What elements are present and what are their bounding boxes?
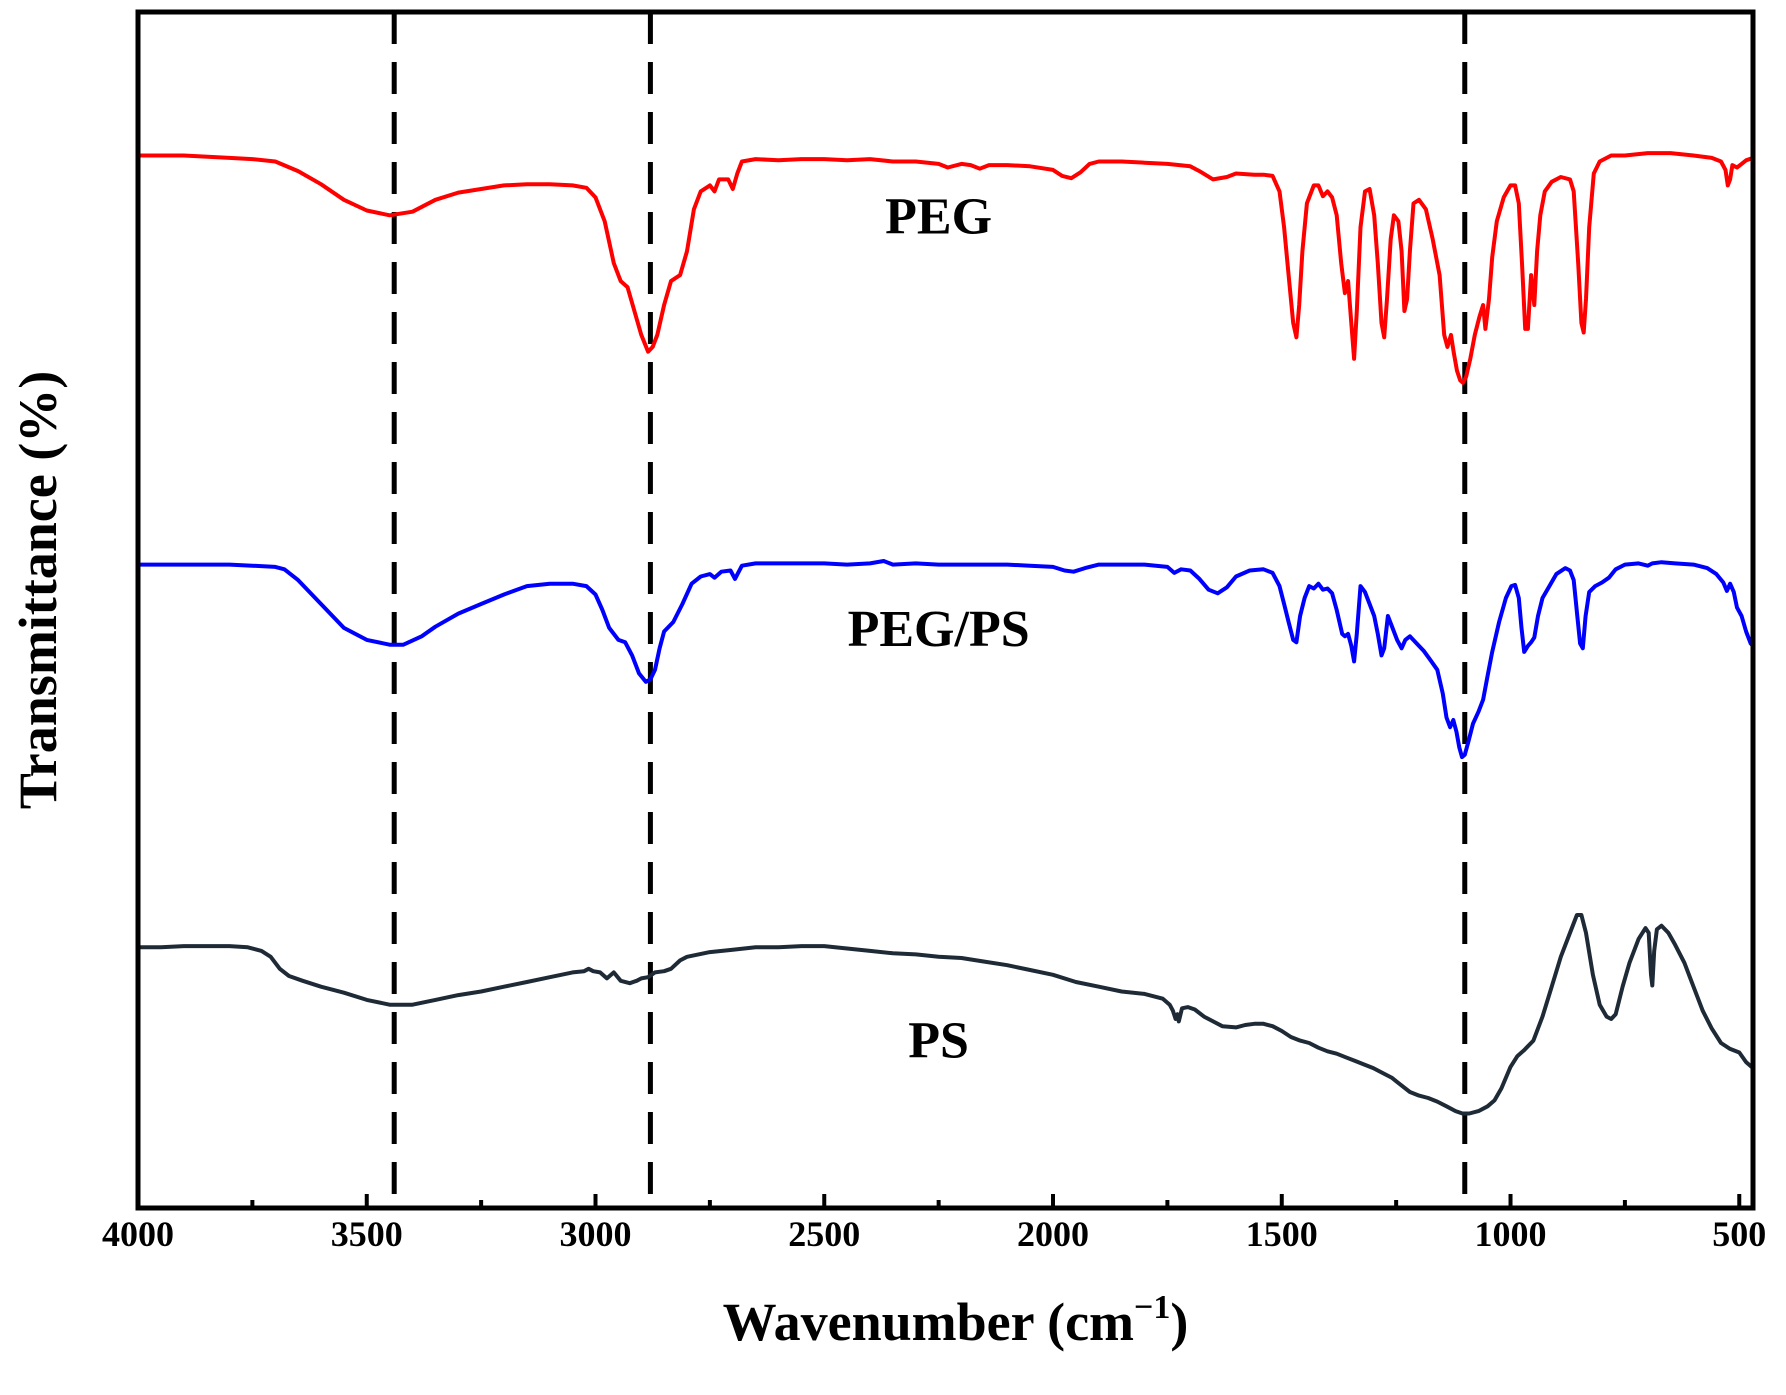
x-tick-label: 2000 xyxy=(1017,1214,1089,1254)
x-axis-title-main: Wavenumber (cm xyxy=(723,1292,1134,1352)
x-axis-title-sup: −1 xyxy=(1134,1289,1170,1326)
x-tick-label: 3000 xyxy=(560,1214,632,1254)
x-tick-label: 1500 xyxy=(1246,1214,1318,1254)
x-tick-label: 4000 xyxy=(102,1214,174,1254)
series-line-ps xyxy=(138,913,1755,1116)
x-axis-title-close: ) xyxy=(1170,1292,1188,1352)
series-line-peg xyxy=(138,151,1754,385)
plot-frame xyxy=(135,9,1756,1211)
x-axis-title: Wavenumber (cm−1) xyxy=(723,1289,1189,1352)
series-label-peg: PEG xyxy=(885,188,992,245)
series-annotations: PEG PEG/PS PS xyxy=(848,188,1030,1069)
x-tick-label: 500 xyxy=(1712,1214,1766,1254)
series-label-peg-ps: PEG/PS xyxy=(848,601,1030,658)
x-tick-label: 3500 xyxy=(331,1214,403,1254)
y-axis-title: Transmittance (%) xyxy=(8,371,68,809)
series-label-ps: PS xyxy=(908,1012,969,1069)
x-tick-label: 2500 xyxy=(788,1214,860,1254)
series-line-peg-ps xyxy=(138,559,1755,760)
x-axis-ticks: 4000 3500 3000 2500 2000 1500 1000 500 xyxy=(102,1194,1766,1254)
series-layer xyxy=(138,151,1755,1116)
x-tick-label: 1000 xyxy=(1475,1214,1547,1254)
